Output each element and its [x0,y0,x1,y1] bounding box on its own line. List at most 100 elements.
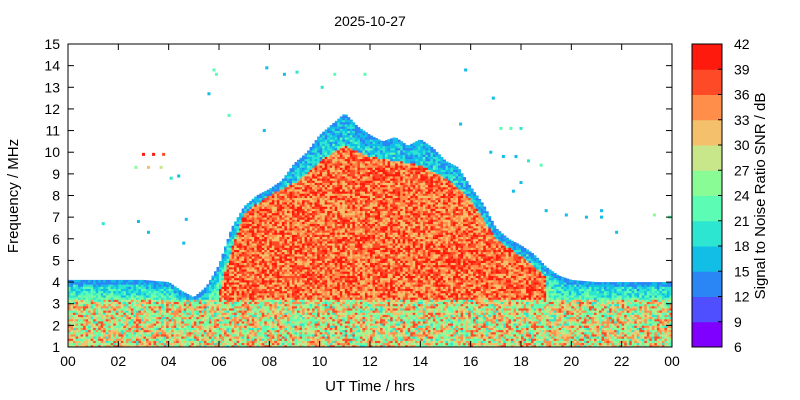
heatmap-cell [241,260,245,263]
heatmap-cell [83,312,87,315]
heatmap-cell [271,256,275,259]
heatmap-cell [256,201,260,205]
heatmap-cell [302,178,305,181]
heatmap-cell [105,314,109,318]
heatmap-cell [229,251,232,255]
heatmap-cell [281,193,285,196]
heatmap-cell [234,286,238,289]
heatmap-cell [309,163,313,166]
heatmap-cell [161,301,165,305]
heatmap-cell [224,288,227,292]
heatmap-cell [261,340,265,344]
heatmap-cell [70,321,74,324]
heatmap-cell [125,325,129,328]
heatmap-cell [203,321,207,324]
heatmap-cell [264,191,268,194]
heatmap-cell [319,316,323,320]
heatmap-cell [128,331,132,335]
heatmap-cell [95,344,99,348]
heatmap-cell [178,312,182,315]
heatmap-cell [322,303,326,307]
heatmap-cell [100,338,104,341]
heatmap-cell [221,338,225,341]
heatmap-cell [236,292,240,296]
heatmap-cell [319,275,323,279]
heatmap-cell [78,305,81,309]
heatmap-cell [286,266,290,270]
heatmap-cell [319,273,323,276]
heatmap-cell [246,236,250,240]
heatmap-cell [299,195,303,199]
heatmap-cell [198,308,202,311]
heatmap-cell [206,314,210,318]
heatmap-cell [85,310,89,313]
heatmap-cell [213,292,217,296]
heatmap-cell [274,316,278,320]
heatmap-cell [314,277,318,281]
heatmap-cell [118,318,122,322]
heatmap-cell [264,336,268,339]
heatmap-cell [324,275,328,279]
heatmap-cell [229,247,232,250]
heatmap-cell [110,336,114,339]
heatmap-cell [266,212,270,216]
heatmap-cell [291,232,295,235]
heatmap-cell [314,247,318,250]
heatmap-cell [188,295,192,298]
heatmap-cell [241,321,245,324]
heatmap-cell [314,329,318,333]
heatmap-cell [259,238,263,242]
heatmap-cell [156,338,159,341]
heatmap-cell [193,329,197,333]
heatmap-cell [226,271,230,274]
heatmap-cell [312,158,316,162]
heatmap-cell [264,277,268,281]
heatmap-cell [304,251,308,255]
heatmap-cell [307,171,310,175]
heatmap-cell [241,288,245,292]
heatmap-cell [98,316,102,320]
heatmap-cell [95,282,99,285]
heatmap-cell [181,336,185,339]
heatmap-cell [319,230,323,233]
heatmap-cell [279,195,283,199]
heatmap-cell [269,208,273,212]
heatmap-cell [289,342,293,346]
heatmap-cell [148,321,152,324]
heatmap-cell [171,301,175,305]
heatmap-cell [118,344,122,348]
heatmap-cell [183,344,187,348]
heatmap-cell [299,186,303,190]
heatmap-cell [168,323,172,326]
heatmap-cell [236,312,240,315]
heatmap-cell [254,240,258,244]
heatmap-cell [266,334,270,337]
heatmap-cell [231,225,235,229]
heatmap-cell [314,180,318,183]
heatmap-cell [173,290,177,294]
heatmap-cell [294,331,298,335]
heatmap-cell [146,336,149,339]
heatmap-cell [181,299,185,302]
heatmap-cell [171,344,175,348]
heatmap-cell [302,206,305,209]
heatmap-cell [286,299,290,302]
heatmap-cell [239,312,243,315]
heatmap-cell [208,301,212,305]
heatmap-cell [284,264,288,268]
heatmap-cell [226,282,230,285]
heatmap-cell [279,312,283,315]
heatmap-cell [241,223,245,227]
heatmap-cell [93,342,97,346]
heatmap-cell [166,338,170,341]
heatmap-cell [249,212,253,216]
heatmap-cell [229,310,232,313]
heatmap-cell [269,338,273,341]
heatmap-cell [221,286,225,289]
heatmap-cell [309,234,313,238]
heatmap-cell [85,318,89,322]
heatmap-cell [289,284,293,287]
heatmap-cell [309,180,313,183]
heatmap-cell [304,325,308,328]
heatmap-cell [297,223,300,227]
